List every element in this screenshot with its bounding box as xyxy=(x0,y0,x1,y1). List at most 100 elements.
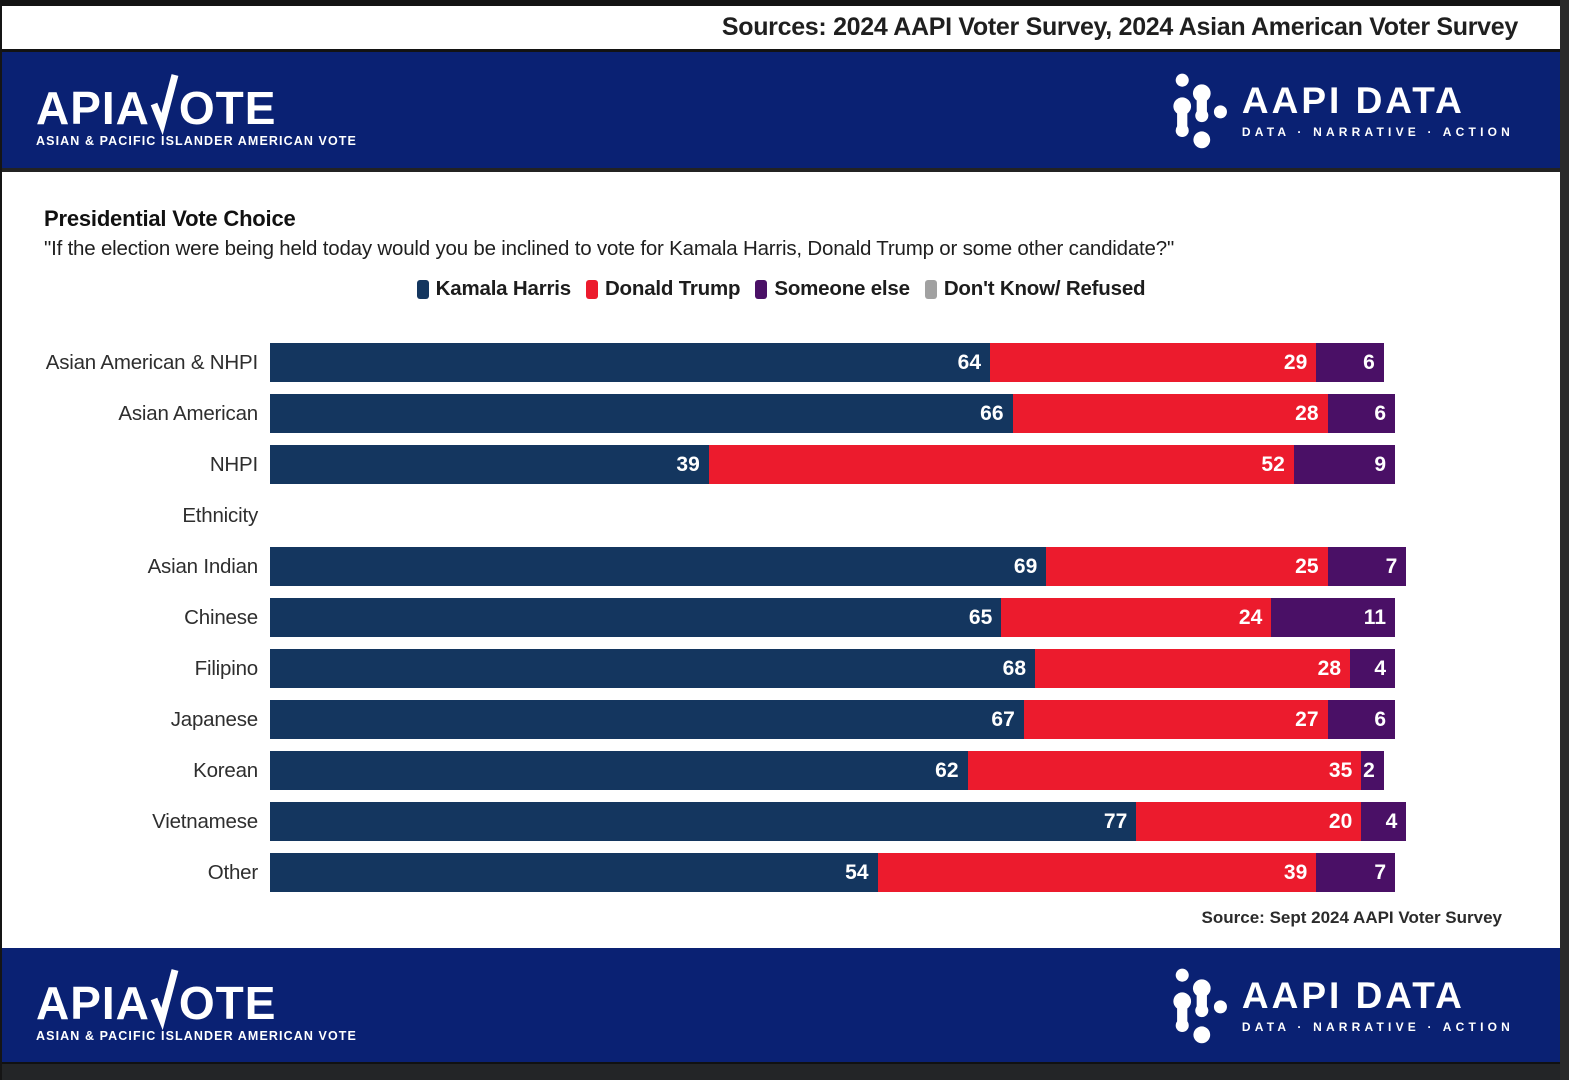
bar-row: Japanese 67 27 6 xyxy=(2,700,1560,739)
aapi-data-tagline: DATA · NARRATIVE · ACTION xyxy=(1241,124,1514,139)
bar-value: 11 xyxy=(1363,605,1386,629)
bar-value: 7 xyxy=(1374,860,1386,884)
bar-segment: 35 xyxy=(967,751,1362,790)
bar-value: 6 xyxy=(1374,401,1386,425)
bar-value: 28 xyxy=(1317,656,1341,680)
bar-segment: 69 xyxy=(270,547,1047,586)
row-label: Korean xyxy=(193,758,258,782)
row-label: Asian American & NHPI xyxy=(45,350,258,374)
bar-rows: Asian American & NHPI 64 29 6 Asian American… xyxy=(2,343,1560,892)
apiavote-wordmark: APIA OTE xyxy=(36,72,357,136)
bar-segment: 65 xyxy=(270,598,1002,637)
row-label: Japanese xyxy=(170,707,259,731)
legend-item: Don't Know/ Refused xyxy=(924,277,1146,301)
legend-swatch-icon xyxy=(416,279,429,299)
legend-swatch-icon xyxy=(585,279,598,299)
stacked-bar: 39 52 9 xyxy=(270,445,1395,484)
bar-segment: 27 xyxy=(1023,700,1328,739)
bar-row: Other 54 39 7 xyxy=(2,853,1560,892)
row-label: Chinese xyxy=(184,605,258,629)
apiavote-wordmark-left: APIA xyxy=(36,81,150,134)
bar-segment: 77 xyxy=(270,802,1137,841)
aapi-data-wordmark: AAPI DATA xyxy=(1241,79,1465,121)
legend-swatch-icon xyxy=(924,279,937,299)
bar-segment: 7 xyxy=(1316,853,1395,892)
bar-segment: 39 xyxy=(877,853,1317,892)
bar-value: 77 xyxy=(1103,809,1128,833)
stacked-bar: 69 25 7 xyxy=(270,547,1407,586)
bar-segment: 66 xyxy=(270,394,1013,433)
stacked-bar: 62 35 2 xyxy=(270,751,1384,790)
bar-value: 27 xyxy=(1295,707,1319,731)
legend-item: Donald Trump xyxy=(585,277,741,301)
bar-value: 28 xyxy=(1295,401,1319,425)
bar-value: 66 xyxy=(980,401,1004,425)
apiavote-wordmark-right: OTE xyxy=(178,81,277,134)
bar-segment: 62 xyxy=(270,751,968,790)
legend-label: Someone else xyxy=(774,277,910,300)
bar-row: Asian American & NHPI 64 29 6 xyxy=(2,343,1560,382)
row-label: NHPI xyxy=(209,452,258,476)
checkmark-v-icon xyxy=(150,969,179,1031)
bar-segment: 4 xyxy=(1361,802,1407,841)
bar-row: Asian Indian 69 25 7 xyxy=(2,547,1560,586)
legend-swatch-icon xyxy=(755,279,768,299)
section-row: Ethnicity xyxy=(2,496,1560,535)
bar-value: 20 xyxy=(1328,809,1353,833)
apiavote-tagline: ASIAN & PACIFIC ISLANDER AMERICAN VOTE xyxy=(36,1029,357,1043)
bar-segment: 6 xyxy=(1327,394,1395,433)
bar-value: 67 xyxy=(991,707,1015,731)
bar-value: 4 xyxy=(1385,809,1398,833)
molecule-dots-icon xyxy=(1173,968,1227,1044)
legend-label: Donald Trump xyxy=(604,277,741,300)
stacked-bar: 77 20 4 xyxy=(270,802,1407,841)
apiavote-wordmark-right: OTE xyxy=(178,976,277,1029)
bar-value: 35 xyxy=(1328,758,1353,782)
stacked-bar: 66 28 6 xyxy=(270,394,1395,433)
chart-area: Presidential Vote Choice "If the electio… xyxy=(2,172,1560,948)
stacked-bar: 68 28 4 xyxy=(270,649,1395,688)
bar-value: 69 xyxy=(1013,554,1038,578)
aapi-data-logo: AAPI DATA DATA · NARRATIVE · ACTION xyxy=(1170,69,1514,151)
bar-value: 54 xyxy=(845,860,869,884)
bar-value: 6 xyxy=(1363,350,1375,374)
chart-subtitle: "If the election were being held today w… xyxy=(44,237,1175,260)
source-note: Source: Sept 2024 AAPI Voter Survey xyxy=(1201,908,1502,927)
bar-segment: 4 xyxy=(1350,649,1395,688)
bar-segment: 11 xyxy=(1271,598,1395,637)
bar-segment: 2 xyxy=(1361,751,1384,790)
bar-segment: 6 xyxy=(1327,700,1395,739)
bar-segment: 7 xyxy=(1327,547,1407,586)
aapi-data-logo-footer: AAPI DATA DATA · NARRATIVE · ACTION xyxy=(1170,964,1514,1046)
aapi-data-tagline: DATA · NARRATIVE · ACTION xyxy=(1241,1019,1514,1034)
bar-segment: 9 xyxy=(1293,445,1395,484)
bar-segment: 28 xyxy=(1035,649,1350,688)
row-label: Other xyxy=(207,860,258,884)
row-label: Filipino xyxy=(194,656,259,680)
legend-item: Kamala Harris xyxy=(416,277,571,301)
row-label: Asian Indian xyxy=(147,554,259,578)
molecule-dots-icon xyxy=(1173,73,1227,149)
top-border-strip xyxy=(2,0,1560,6)
bar-segment: 54 xyxy=(270,853,878,892)
row-label: Asian American xyxy=(118,401,258,425)
apiavote-wordmark-left: APIA xyxy=(36,976,150,1029)
stacked-bar: 65 24 11 xyxy=(270,598,1395,637)
bar-value: 25 xyxy=(1295,554,1319,578)
stacked-bar: 64 29 6 xyxy=(270,343,1384,382)
bar-segment: 24 xyxy=(1001,598,1272,637)
bar-value: 24 xyxy=(1238,605,1263,629)
chart-title: Presidential Vote Choice xyxy=(44,206,296,231)
legend: Kamala Harris Donald Trump Someone else Don… xyxy=(2,277,1560,301)
bar-value: 6 xyxy=(1374,707,1386,731)
bar-row: Chinese 65 24 11 xyxy=(2,598,1560,637)
bar-value: 4 xyxy=(1374,656,1386,680)
bar-value: 65 xyxy=(968,605,993,629)
bottom-border-strip xyxy=(2,1062,1560,1080)
bar-segment: 25 xyxy=(1046,547,1328,586)
bar-row: Asian American 66 28 6 xyxy=(2,394,1560,433)
legend-item: Someone else xyxy=(755,277,910,301)
bar-row: Filipino 68 28 4 xyxy=(2,649,1560,688)
footer-band: APIA OTE ASIAN & PACIFIC ISLANDER AMERIC… xyxy=(2,948,1560,1062)
